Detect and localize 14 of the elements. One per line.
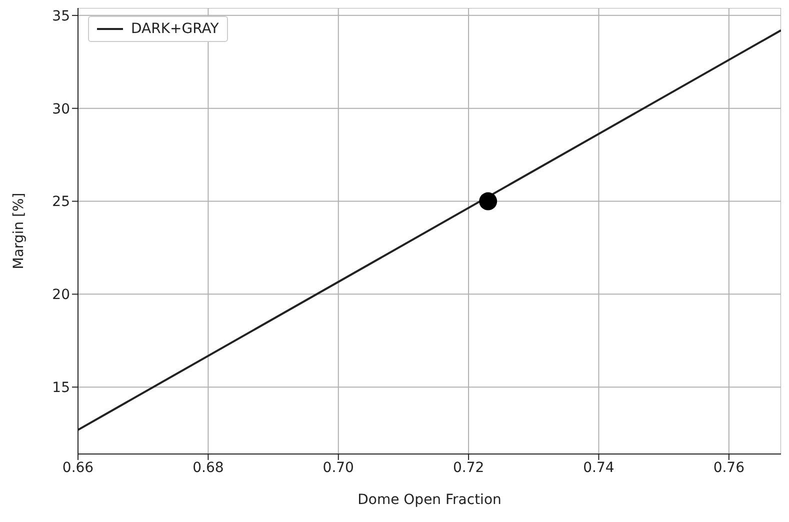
x-tick-label: 0.76: [713, 460, 745, 476]
x-axis-title: Dome Open Fraction: [358, 492, 502, 508]
y-axis-title: Margin [%]: [10, 192, 27, 270]
legend-label: DARK+GRAY: [131, 21, 219, 37]
y-tick-label: 30: [52, 101, 70, 118]
x-tick-label: 0.68: [192, 460, 224, 476]
x-tick-label: 0.66: [62, 460, 94, 476]
x-tick-label: 0.74: [583, 460, 614, 476]
y-tick-label: 25: [52, 194, 70, 210]
y-tick-label: 15: [52, 380, 70, 396]
x-tick-label: 0.72: [452, 460, 484, 476]
y-tick-label: 20: [52, 287, 70, 304]
x-tick-label: 0.70: [322, 460, 354, 476]
y-tick-label: 35: [52, 8, 70, 24]
